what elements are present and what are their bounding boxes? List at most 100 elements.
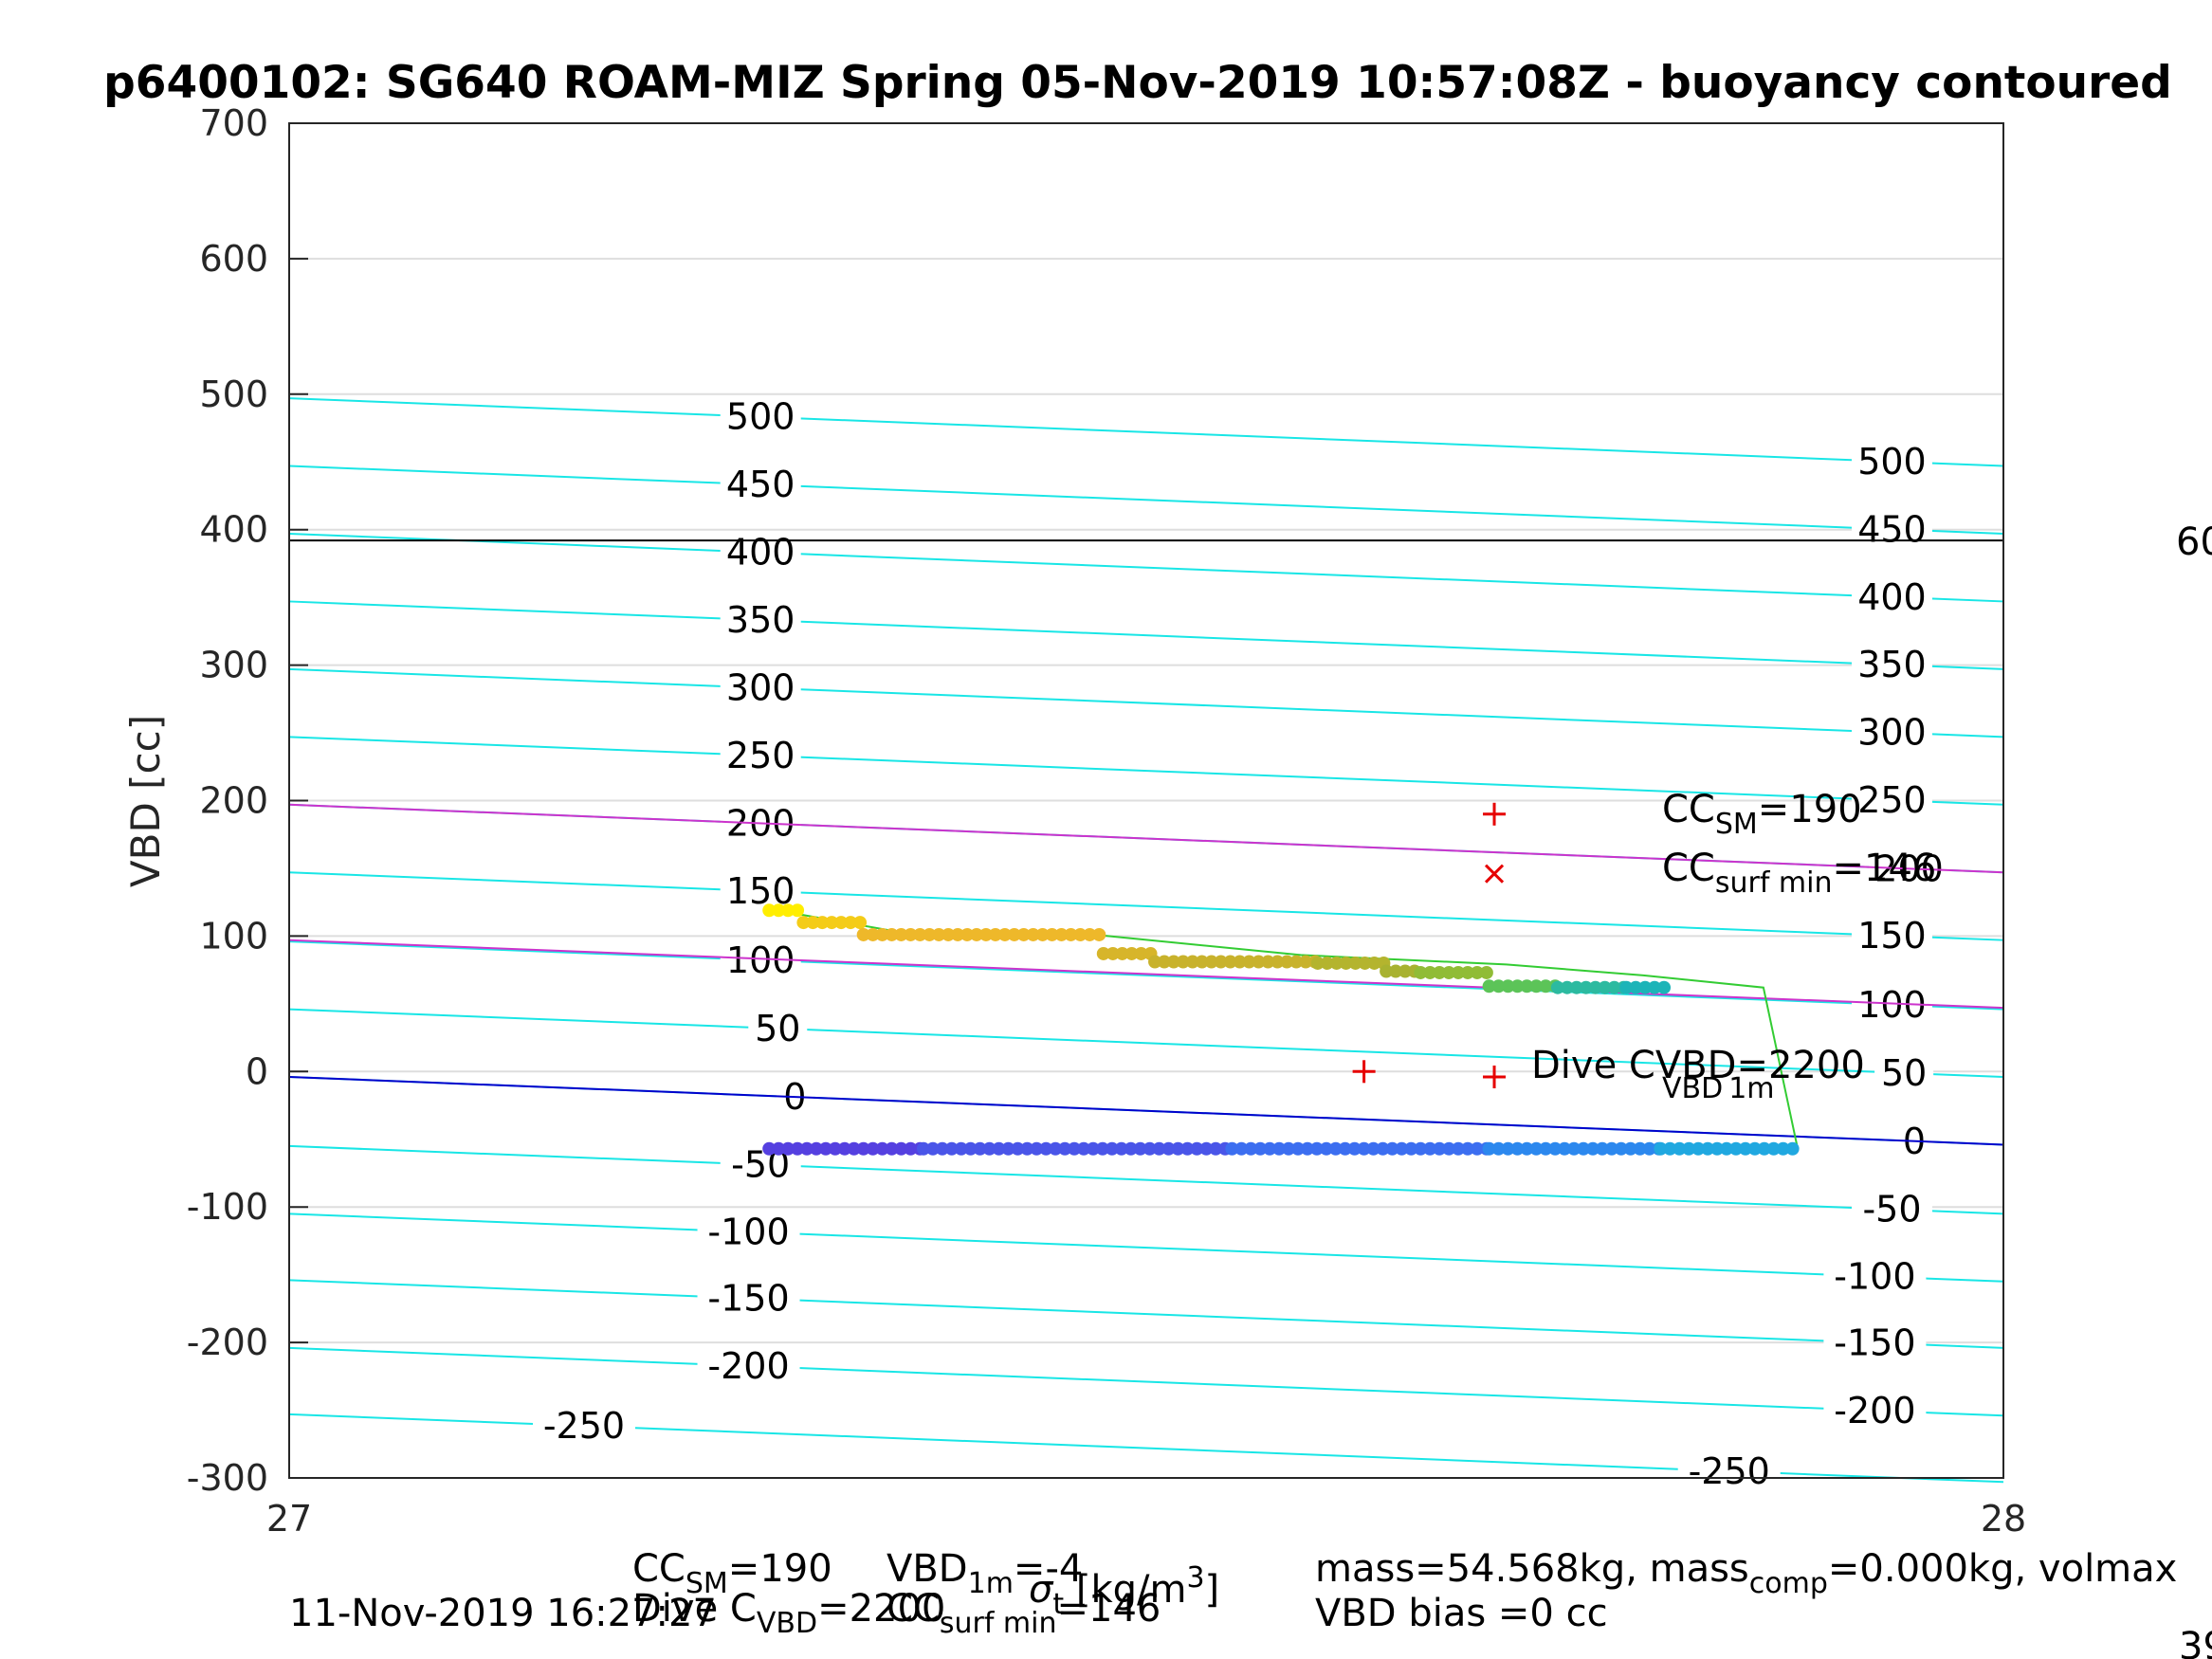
- climb-point-9-3: [1579, 980, 1593, 994]
- dive-point-3-4: [1520, 1141, 1534, 1156]
- dive-point-0-8: [837, 1141, 851, 1156]
- dive-point-4-4: [1691, 1141, 1706, 1156]
- dive-point-3-11: [1585, 1141, 1600, 1156]
- climb-point-4-3: [1176, 955, 1190, 969]
- grid-lines: [289, 122, 2003, 1479]
- contour-label-left-450: 450: [726, 464, 795, 505]
- climb-point-2-19: [1035, 927, 1050, 941]
- climb-point-4-16: [1299, 955, 1313, 969]
- contour-line-100: [288, 940, 2004, 1011]
- contour-line-150: [288, 871, 2004, 941]
- marker-plus-2: [1352, 1060, 1376, 1084]
- climb-point-0-3: [791, 903, 805, 918]
- dive-point-4-8: [1728, 1141, 1743, 1156]
- climb-point-2-15: [997, 927, 1012, 941]
- dive-point-4-3: [1682, 1141, 1696, 1156]
- marker-plus-3: [1483, 1066, 1507, 1089]
- dive-point-0-15: [904, 1141, 918, 1156]
- dive-point-1-9: [1001, 1141, 1015, 1156]
- y-tick-label--300: -300: [187, 1457, 268, 1499]
- climb-point-4-15: [1289, 955, 1304, 969]
- contour-label-left-350: 350: [726, 599, 795, 641]
- contour-label-bg-left--100: [697, 1211, 800, 1251]
- climb-point-2-9: [941, 927, 956, 941]
- annotation-vbd-1m: VBD 1m: [1662, 1072, 1775, 1105]
- climb-point-10-1: [1629, 980, 1643, 994]
- reference-line-cc-surf-min: [288, 939, 2004, 1010]
- footer-mass: mass=54.568kg, masscomp=0.000kg, volmax: [1315, 1547, 2177, 1600]
- dive-point-4-0: [1654, 1141, 1668, 1156]
- climb-point-3-3: [1124, 946, 1139, 960]
- climb-point-2-18: [1026, 927, 1040, 941]
- contour-label-right--150: -150: [1834, 1322, 1915, 1363]
- climb-point-2-25: [1092, 927, 1106, 941]
- dive-point-0-13: [885, 1141, 899, 1156]
- climb-point-1-6: [853, 916, 868, 930]
- y-tick-label--200: -200: [187, 1322, 268, 1363]
- climb-point-2-11: [960, 927, 975, 941]
- contour-label-right--200: -200: [1834, 1390, 1915, 1431]
- dive-point-2-16: [1376, 1141, 1390, 1156]
- dive-point-1-7: [982, 1141, 996, 1156]
- dive-point-0-6: [818, 1141, 832, 1156]
- vbd-points: [762, 903, 1800, 1156]
- dive-point-2-23: [1442, 1141, 1456, 1156]
- contour-label-bg-left-300: [720, 666, 801, 707]
- x-tick-label-28: 28: [1981, 1498, 2026, 1540]
- climb-point-0-1: [772, 903, 786, 918]
- annotation-cc-sm: CCSM=190: [1662, 788, 1862, 841]
- climb-point-7-2: [1433, 965, 1447, 979]
- dive-point-1-13: [1039, 1141, 1053, 1156]
- climb-point-7-4: [1452, 965, 1466, 979]
- dive-point-1-25: [1152, 1141, 1166, 1156]
- climb-point-1-5: [844, 916, 858, 930]
- contour-line-350: [288, 600, 2004, 670]
- climb-point-2-17: [1016, 927, 1031, 941]
- buoyancy-contours: 500450400350300250200150100500-50-100-15…: [288, 395, 2004, 1492]
- climb-point-8-2: [1501, 979, 1515, 994]
- climb-point-3-2: [1115, 946, 1129, 960]
- climb-point-1-1: [806, 916, 820, 930]
- x-axis-label: σt [kg/m3]: [1029, 1561, 1219, 1621]
- dive-point-4-6: [1710, 1141, 1725, 1156]
- climb-point-7-7: [1479, 965, 1493, 979]
- climb-point-6-2: [1398, 964, 1413, 978]
- dive-point-2-25: [1461, 1141, 1474, 1156]
- climb-point-2-10: [951, 927, 965, 941]
- contour-line-400: [288, 532, 2004, 603]
- climb-point-1-2: [815, 916, 830, 930]
- contour-line-500: [288, 397, 2004, 467]
- climb-point-5-6: [1367, 956, 1381, 970]
- contour-label-bg-right-150: [1851, 915, 1932, 956]
- contour-label-bg-left-150: [720, 869, 801, 910]
- climb-point-2-20: [1045, 927, 1059, 941]
- dive-point-1-20: [1105, 1141, 1119, 1156]
- dive-point-1-19: [1095, 1141, 1109, 1156]
- dive-point-0-4: [800, 1141, 814, 1156]
- climb-point-4-4: [1185, 955, 1199, 969]
- dive-point-2-10: [1319, 1141, 1333, 1156]
- dive-point-3-13: [1604, 1141, 1618, 1156]
- annotation-dive-c-vbd: Dive CVBD=2200: [1531, 1044, 1865, 1087]
- contour-label-right-50: 50: [1881, 1052, 1927, 1094]
- x-axis-ticks: 27 28: [266, 1459, 2026, 1540]
- dive-point-1-16: [1068, 1141, 1082, 1156]
- dive-point-2-15: [1366, 1141, 1380, 1156]
- y-tick-label-500: 500: [199, 374, 268, 415]
- climb-point-5-4: [1348, 956, 1362, 970]
- climb-point-10-0: [1619, 980, 1634, 994]
- climb-point-2-2: [875, 927, 889, 941]
- contour-label-right--50: -50: [1862, 1189, 1921, 1231]
- climb-point-3-1: [1106, 946, 1120, 960]
- contour-line--150: [288, 1279, 2004, 1349]
- climb-point-2-4: [894, 927, 908, 941]
- climb-point-8-1: [1491, 979, 1506, 994]
- climb-point-10-3: [1648, 980, 1662, 994]
- contour-label-right-250: 250: [1857, 779, 1927, 821]
- contour-label-left-150: 150: [726, 870, 795, 912]
- climb-point-4-11: [1252, 955, 1266, 969]
- climb-point-2-6: [913, 927, 927, 941]
- climb-point-6-1: [1389, 964, 1403, 978]
- contour-label-bg-left-400: [720, 531, 801, 572]
- climb-point-2-5: [904, 927, 918, 941]
